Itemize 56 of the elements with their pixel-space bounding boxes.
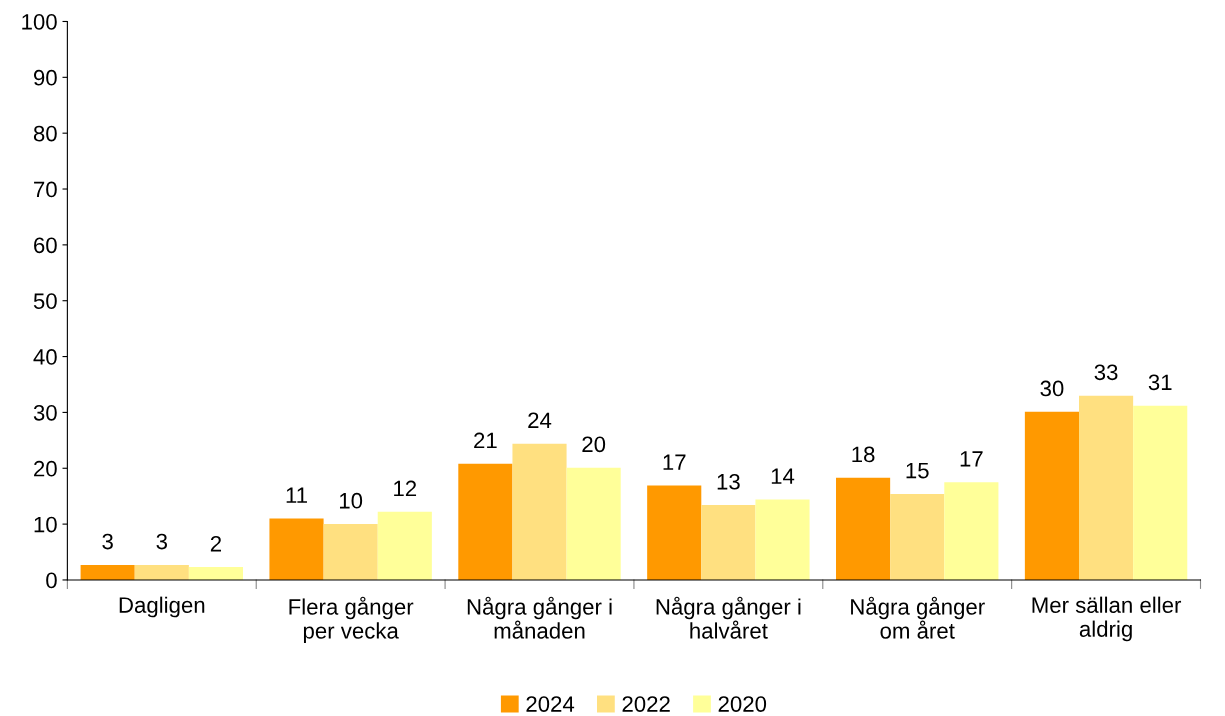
x-tick-label: Några gånger om året	[851, 596, 985, 639]
bar	[944, 482, 999, 580]
data-label: 17	[663, 454, 686, 470]
bar	[836, 477, 891, 580]
y-tick-label: 40	[33, 349, 57, 365]
y-tick-label: 70	[34, 181, 57, 198]
y-tick-label: 80	[33, 125, 57, 142]
data-label: 2	[210, 535, 221, 552]
bar	[323, 524, 378, 580]
data-label: 3	[102, 533, 113, 550]
data-label: 11	[286, 487, 307, 503]
bar	[512, 443, 567, 580]
bar	[1024, 411, 1079, 580]
y-tick-label: 100	[22, 14, 57, 30]
data-label: 21	[474, 432, 497, 449]
data-label: 14	[771, 468, 795, 484]
bar	[377, 511, 432, 580]
data-label: 20	[582, 436, 606, 453]
bar	[80, 564, 135, 580]
bar	[566, 467, 621, 580]
data-label: 3	[156, 533, 168, 550]
y-tick-label: 10	[34, 516, 57, 533]
bar	[701, 505, 756, 580]
y-tick-label: 50	[33, 293, 57, 309]
y-tick-label: 90	[33, 69, 57, 86]
y-tick-label: 60	[34, 237, 57, 254]
bar	[458, 463, 513, 580]
y-tick-label: 30	[33, 404, 57, 421]
x-tick-label: Några gånger i månaden	[467, 596, 612, 639]
bar	[134, 564, 189, 580]
legend-label: 2022	[622, 696, 670, 712]
data-label: 13	[717, 473, 740, 490]
data-label: 15	[906, 462, 929, 479]
legend-label: 2024	[526, 696, 575, 712]
data-label: 33	[1094, 364, 1118, 381]
y-tick-label: 0	[46, 572, 57, 589]
bar	[1079, 395, 1134, 580]
x-tick-label: Mer sällan eller aldrig	[1032, 596, 1182, 642]
x-tick-label: Några gånger i halvåret	[656, 596, 801, 639]
bar	[647, 485, 702, 580]
bar	[188, 567, 244, 580]
x-tick-label: Dagligen	[119, 596, 205, 618]
bar	[890, 493, 945, 580]
y-tick-label: 20	[34, 460, 57, 477]
x-tick-label: Flera gånger per vecka	[289, 596, 414, 644]
data-label: 10	[339, 492, 363, 509]
data-label: 17	[960, 451, 983, 467]
data-label: 31	[1148, 374, 1172, 391]
bar	[755, 499, 810, 580]
data-label: 30	[1040, 380, 1064, 397]
bar	[269, 518, 324, 580]
data-label: 18	[852, 446, 875, 463]
data-label: 12	[394, 480, 417, 497]
bar	[1133, 405, 1188, 580]
legend-label: 2020	[718, 696, 767, 712]
data-label: 24	[528, 412, 552, 428]
